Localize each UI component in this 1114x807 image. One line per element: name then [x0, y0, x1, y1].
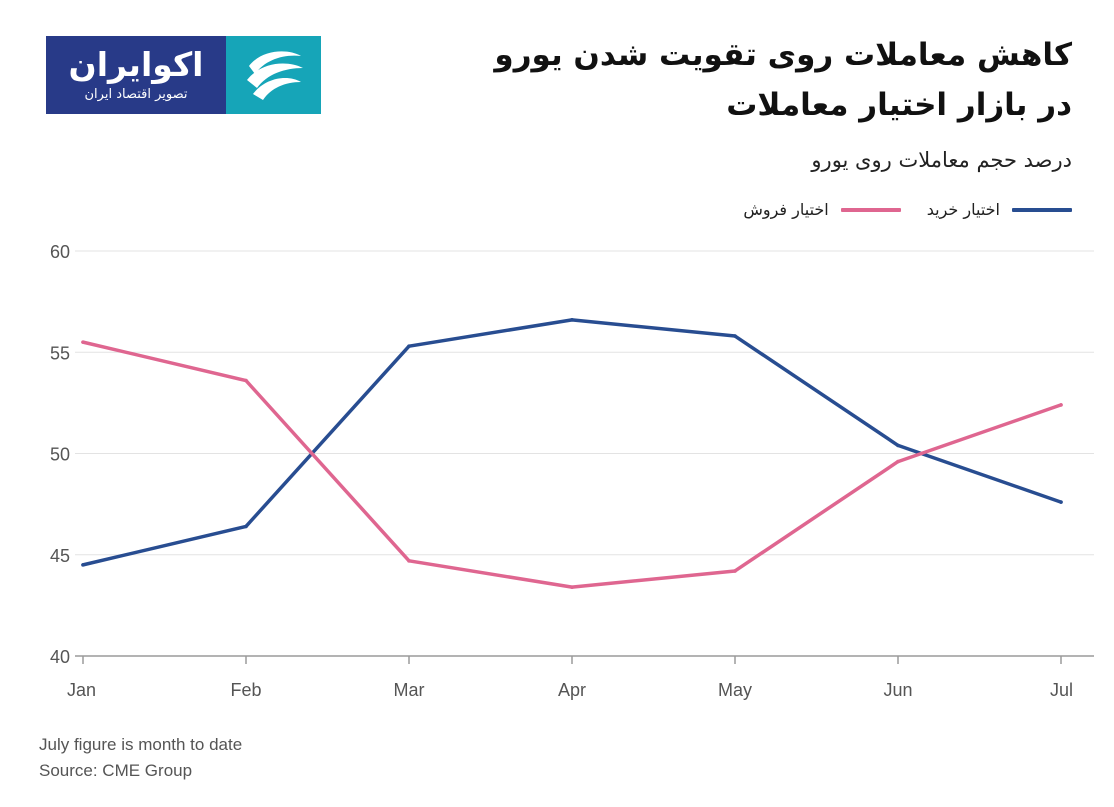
- series-0-point-May: [733, 334, 737, 338]
- series-0-point-Jan: [81, 563, 85, 567]
- series-0-point-Jul: [1059, 500, 1063, 504]
- x-tick-label-Jun: Jun: [883, 680, 912, 700]
- chart-legend: اختیار خرید اختیار فروش: [717, 200, 1072, 219]
- x-tick-label-Jul: Jul: [1050, 680, 1073, 700]
- chart-title-line-2: در بازار اختیار معاملات: [726, 87, 1072, 123]
- series-0-point-Feb: [244, 524, 248, 529]
- x-tick-label-May: May: [718, 680, 752, 700]
- legend-label-call: اختیار خرید: [926, 200, 1000, 219]
- x-tick-label-Jan: Jan: [67, 680, 96, 700]
- series-0-point-Jun: [896, 443, 900, 448]
- ecoiran-swirl-icon: [226, 36, 321, 114]
- chart-source: Source: CME Group: [39, 761, 193, 780]
- series-1-point-Apr: [570, 585, 574, 589]
- logo-name: اکوایران: [68, 45, 204, 84]
- series-lines: [81, 318, 1063, 589]
- y-tick-label-60: 60: [50, 242, 70, 262]
- y-tick-label-40: 40: [50, 647, 70, 667]
- legend-label-put: اختیار فروش: [743, 200, 829, 219]
- chart-note: July figure is month to date: [39, 735, 243, 754]
- legend-swatch-call: [1012, 207, 1072, 212]
- chart-subtitle: درصد حجم معاملات روی یورو: [811, 148, 1072, 172]
- series-line-1: [81, 340, 1063, 589]
- legend-swatch-put: [840, 207, 901, 212]
- y-axis-ticks: 40 45 50 55 60: [50, 242, 70, 667]
- series-1-point-Jun: [896, 459, 900, 464]
- legend-item-call: اختیار خرید: [927, 200, 1072, 219]
- series-1-point-Feb: [244, 378, 248, 383]
- grid-lines: [75, 250, 1094, 657]
- y-tick-label-45: 45: [50, 546, 70, 566]
- x-tick-label-Apr: Apr: [558, 680, 586, 700]
- legend-item-put: اختیار فروش: [743, 200, 901, 219]
- series-line-0: [81, 318, 1063, 567]
- x-axis-ticks: Jan Feb Mar Apr May Jun Jul: [67, 656, 1073, 700]
- x-tick-label-Feb: Feb: [230, 680, 261, 700]
- y-tick-label-55: 55: [50, 343, 70, 363]
- series-1-point-Jul: [1059, 403, 1063, 407]
- series-1-point-May: [733, 569, 737, 573]
- logo-tagline: تصویر اقتصاد ایران: [84, 87, 188, 102]
- chart-title: کاهش معاملات روی تقویت شدن یورو در بازار…: [412, 30, 1072, 130]
- x-tick-label-Mar: Mar: [394, 680, 425, 700]
- series-0-point-Mar: [407, 344, 411, 348]
- series-1-point-Jan: [81, 340, 85, 344]
- y-tick-label-50: 50: [50, 445, 70, 465]
- series-1-point-Mar: [407, 559, 411, 563]
- series-0-point-Apr: [570, 318, 574, 322]
- ecoiran-logo: اکوایران تصویر اقتصاد ایران: [46, 36, 321, 114]
- chart-title-line-1: کاهش معاملات روی تقویت شدن یورو: [494, 37, 1072, 73]
- logo-text-block: اکوایران تصویر اقتصاد ایران: [46, 36, 226, 114]
